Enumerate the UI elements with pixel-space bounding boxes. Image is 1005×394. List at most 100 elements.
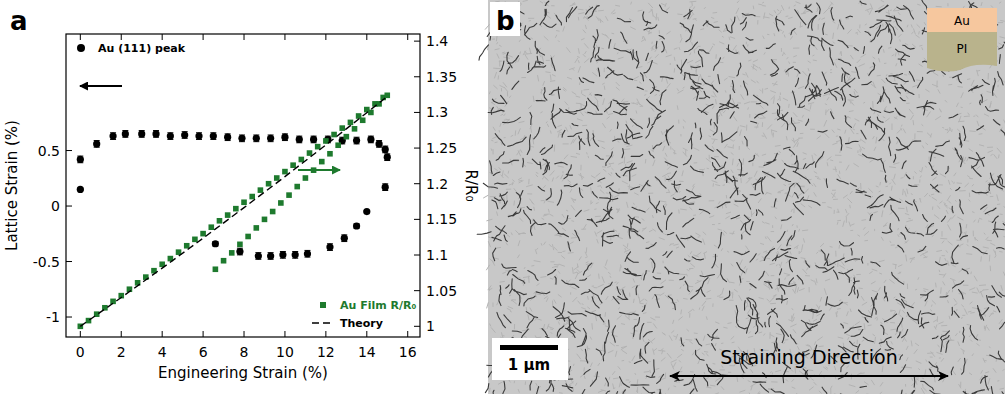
error-bar (382, 184, 388, 191)
point (327, 151, 333, 157)
point (335, 142, 341, 148)
point (262, 217, 268, 223)
point (315, 144, 321, 150)
y2-tick-label: 1.1 (426, 247, 448, 263)
y2-axis-label: R/R₀ (462, 170, 480, 202)
error-bar (139, 131, 145, 138)
legend-label: Theory (340, 317, 383, 330)
point (122, 130, 129, 137)
x-tick (80, 331, 81, 337)
y2-tick-label: 1.05 (426, 283, 457, 299)
y2-tick-label: 1.2 (426, 176, 448, 192)
point (167, 133, 174, 140)
x-tick-label: 16 (399, 344, 417, 360)
y2-tick-label: 1.25 (426, 140, 457, 156)
point (236, 248, 243, 255)
x-tick (325, 34, 326, 40)
layer-pi (927, 32, 997, 72)
error-bar (268, 253, 274, 260)
x-tick (244, 34, 245, 40)
y2-tick (414, 148, 420, 149)
point (238, 135, 245, 142)
error-bar (268, 135, 274, 142)
point (255, 252, 262, 259)
error-bar (296, 136, 302, 143)
y2-tick-label: 1 (426, 318, 435, 334)
error-bar (110, 133, 116, 140)
point (274, 175, 280, 181)
panel-label: a (10, 6, 28, 36)
figure: a0246810121416-1-0.500.511.051.11.151.21… (0, 0, 1005, 394)
point (307, 150, 313, 156)
point (266, 181, 272, 187)
error-bar (167, 133, 173, 140)
x-tick-label: 14 (358, 344, 376, 360)
plot-area (77, 93, 391, 330)
point (303, 175, 309, 181)
error-bar (94, 141, 100, 148)
straining-arrow (670, 375, 948, 377)
y-tick (66, 317, 72, 318)
point (326, 243, 333, 250)
point (217, 218, 223, 224)
layer-label: PI (957, 42, 968, 56)
x-tick-label: 0 (76, 344, 85, 360)
error-bar (280, 252, 286, 259)
point (352, 126, 358, 132)
x-tick (366, 331, 367, 337)
y-tick (66, 206, 72, 207)
point (270, 209, 276, 215)
x-tick (366, 34, 367, 40)
error-bar (368, 136, 374, 143)
point (384, 154, 391, 161)
error-bar (382, 146, 388, 153)
y-tick-label: 0.5 (38, 143, 60, 159)
y2-tick (414, 326, 420, 327)
point (279, 251, 286, 258)
x-tick (80, 34, 81, 40)
y-axis-label: Lattice Strain (%) (3, 120, 21, 251)
point (229, 250, 235, 256)
point (249, 194, 255, 200)
scale-bar (500, 345, 558, 350)
error-bar (376, 141, 382, 148)
layer-label: Au (954, 14, 970, 28)
point (292, 251, 299, 258)
y2-tick (414, 76, 420, 77)
point (225, 212, 231, 218)
point (184, 243, 190, 249)
legend-entry: Theory (312, 317, 383, 330)
point (286, 192, 292, 198)
micrograph (477, 0, 1005, 394)
y-tick (66, 261, 72, 262)
point (353, 222, 360, 229)
point (213, 266, 219, 272)
legend-label: Au (111) peak (98, 42, 186, 55)
error-bar (196, 133, 202, 140)
point (152, 130, 159, 137)
point (290, 162, 296, 168)
point (212, 240, 219, 247)
x-tick (121, 34, 122, 40)
legend-swatch (320, 302, 326, 308)
point (110, 299, 116, 305)
y2-tick (414, 255, 420, 256)
error-bar (304, 250, 310, 257)
point (310, 136, 317, 143)
point (109, 133, 116, 140)
axis-arrow (298, 169, 340, 171)
x-tick (121, 331, 122, 337)
y-tick (66, 150, 72, 151)
point (195, 133, 202, 140)
axis-arrow (80, 85, 122, 87)
point (241, 199, 247, 205)
point (319, 159, 325, 165)
point (282, 169, 288, 175)
point (93, 140, 100, 147)
y2-tick (414, 290, 420, 291)
point (254, 225, 260, 231)
point (77, 186, 84, 193)
y-tick-label: -1 (46, 309, 60, 325)
legend-entry: Au Film R/R₀ (320, 299, 416, 312)
y2-tick (414, 112, 420, 113)
